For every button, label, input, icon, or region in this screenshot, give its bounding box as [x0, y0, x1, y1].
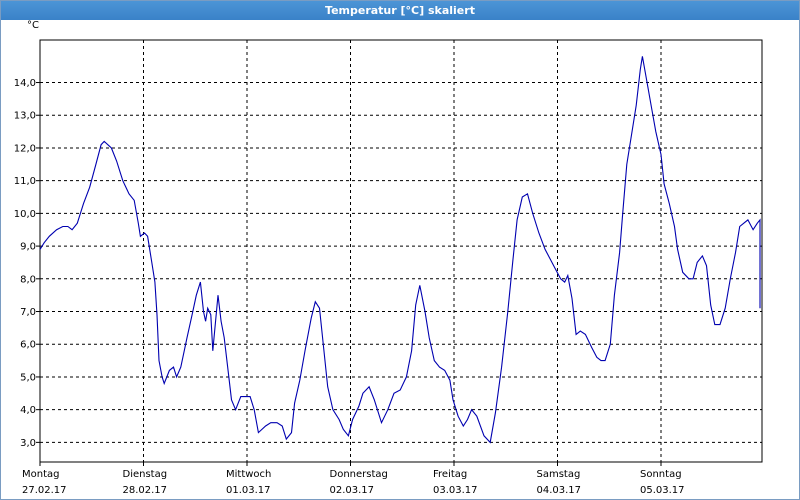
x-tick-date: 01.03.17 — [226, 485, 271, 496]
x-axis: Montag 27.02.17 Dienstag 28.02.17 Mittwoch 01… — [22, 462, 685, 496]
y-tick-label: 10,0 — [14, 209, 36, 220]
x-tick-day: Mittwoch — [226, 469, 271, 480]
grid — [40, 40, 762, 462]
x-tick-day: Dienstag — [123, 469, 168, 480]
y-tick-label: 14,0 — [14, 78, 36, 89]
y-axis: 3,0 4,0 5,0 6,0 7,0 8,0 9,0 10,0 11,0 12,0 13,0 14,… — [14, 78, 40, 449]
x-tick-date: 02.03.17 — [330, 485, 375, 496]
x-tick-day: Freitag — [433, 469, 467, 480]
y-tick-label: 4,0 — [20, 405, 36, 416]
y-axis-unit: °C — [27, 20, 39, 31]
y-tick-label: 5,0 — [20, 372, 36, 383]
x-tick-day: Sonntag — [640, 469, 682, 480]
plot-frame — [39, 39, 763, 463]
y-tick-label: 3,0 — [20, 438, 36, 449]
y-tick-label: 8,0 — [20, 274, 36, 285]
y-tick-label: 12,0 — [14, 143, 36, 154]
x-tick-day: Samstag — [537, 469, 581, 480]
y-tick-label: 11,0 — [14, 176, 36, 187]
x-tick-day: Donnerstag — [330, 469, 388, 480]
y-tick-label: 13,0 — [14, 111, 36, 122]
x-tick-date: 27.02.17 — [22, 485, 67, 496]
x-tick-date: 05.03.17 — [640, 485, 685, 496]
x-tick-date: 03.03.17 — [433, 485, 478, 496]
series-line — [39, 56, 761, 444]
y-tick-label: 9,0 — [20, 242, 36, 253]
y-tick-label: 7,0 — [20, 307, 36, 318]
y-tick-label: 6,0 — [20, 340, 36, 351]
window-title: Temperatur [°C] skaliert — [1, 1, 799, 20]
x-tick-day: Montag — [22, 469, 59, 480]
x-tick-date: 28.02.17 — [123, 485, 168, 496]
x-tick-date: 04.03.17 — [537, 485, 582, 496]
